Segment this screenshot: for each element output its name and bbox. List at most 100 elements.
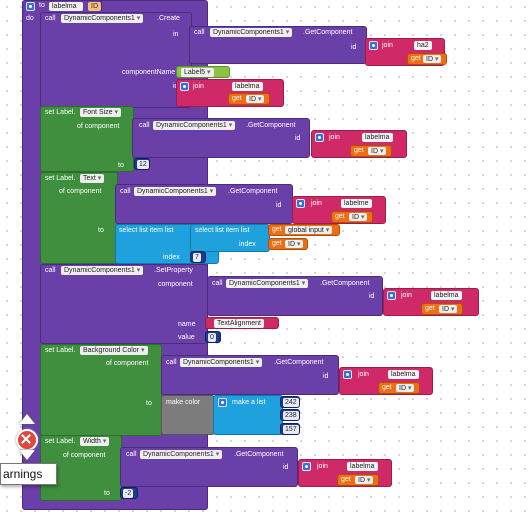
- id-label: id: [369, 293, 375, 300]
- scroll-up-icon[interactable]: [19, 414, 35, 424]
- getcomponent-dropdown[interactable]: DynamicComponents1: [134, 187, 217, 196]
- join-gear-icon[interactable]: [343, 370, 352, 379]
- join-label: join: [311, 200, 322, 207]
- set-fontsize-block[interactable]: [40, 106, 134, 172]
- join-label: join: [193, 83, 204, 90]
- string-labelma[interactable]: labelma: [362, 133, 393, 142]
- getcomponent-dropdown[interactable]: DynamicComponents1: [140, 450, 223, 459]
- index-value[interactable]: 7: [193, 253, 201, 262]
- componentName-label: componentName: [122, 69, 176, 76]
- get-id-dropdown[interactable]: ID: [423, 55, 442, 63]
- green-value[interactable]: 238: [283, 411, 299, 420]
- fontsize-property-dropdown[interactable]: Font Size: [80, 108, 122, 117]
- setproperty-block[interactable]: [40, 264, 208, 344]
- value-label: value: [178, 334, 195, 341]
- id-label: id: [295, 135, 301, 142]
- component-type-dropdown[interactable]: Label5: [181, 68, 214, 77]
- to-label: to: [146, 400, 152, 407]
- get-label: get: [411, 55, 421, 62]
- set-label: set Label.: [45, 175, 76, 182]
- select-list-item-label: select list item list: [195, 227, 250, 234]
- get-label: get: [335, 213, 345, 220]
- join-gear-icon[interactable]: [369, 41, 378, 50]
- create-call-block[interactable]: [40, 12, 192, 108]
- property-value[interactable]: 0: [208, 333, 216, 342]
- in-label: in: [173, 31, 179, 38]
- id-label: id: [173, 82, 178, 91]
- string-ha2[interactable]: ha2: [414, 41, 432, 50]
- make-color-label: make color: [166, 399, 201, 406]
- get-label: get: [341, 476, 351, 483]
- get-id-dropdown[interactable]: ID: [368, 147, 387, 155]
- get-label: get: [354, 147, 364, 154]
- get-label: get: [425, 305, 435, 312]
- make-list-gear-icon[interactable]: [218, 398, 227, 407]
- call-label: call: [212, 280, 223, 287]
- id-label: id: [351, 44, 357, 51]
- of-component-label: of component: [63, 452, 106, 459]
- string-labelma[interactable]: labelma: [232, 82, 263, 91]
- create-component-dropdown[interactable]: DynamicComponents1: [61, 14, 144, 23]
- getcomponent-dropdown[interactable]: DynamicComponents1: [153, 121, 236, 130]
- procedure-gear-icon[interactable]: [26, 2, 35, 11]
- select-list-item-label: select list item list: [119, 227, 174, 234]
- getcomponent-method: .GetComponent: [320, 280, 370, 287]
- getcomponent-method: .GetComponent: [246, 122, 296, 129]
- get-id-dropdown[interactable]: ID: [396, 384, 415, 392]
- make-a-list-block[interactable]: [213, 395, 283, 435]
- width-value[interactable]: -2: [123, 489, 134, 498]
- string-labelma[interactable]: labelma: [347, 462, 378, 471]
- procedure-name-field[interactable]: labelma: [49, 2, 83, 11]
- setproperty-component-dropdown[interactable]: DynamicComponents1: [61, 266, 144, 275]
- getcomponent-dropdown[interactable]: DynamicComponents1: [210, 28, 293, 37]
- getcomponent-dropdown[interactable]: DynamicComponents1: [226, 279, 309, 288]
- global-input-dropdown[interactable]: global input: [285, 226, 333, 234]
- string-labelma[interactable]: labelma: [431, 291, 462, 300]
- fontsize-value[interactable]: 12: [137, 160, 149, 169]
- create-method: .Create: [157, 15, 180, 22]
- id-label: id: [323, 373, 329, 380]
- join-label: join: [317, 463, 328, 470]
- blue-value[interactable]: 157: [283, 425, 299, 434]
- get-id-dropdown[interactable]: ID: [355, 476, 374, 484]
- get-id-dropdown[interactable]: ID: [246, 95, 265, 103]
- select-list-item-block[interactable]: [190, 224, 270, 252]
- scroll-down-icon[interactable]: [19, 450, 35, 460]
- set-bgcolor-block[interactable]: [40, 344, 162, 436]
- string-labelma[interactable]: labelma: [388, 370, 419, 379]
- get-id-dropdown[interactable]: ID: [349, 213, 368, 221]
- set-text-block[interactable]: [40, 172, 118, 264]
- join-gear-icon[interactable]: [296, 199, 305, 208]
- string-labelme[interactable]: labelme: [341, 199, 372, 208]
- join-label: join: [329, 134, 340, 141]
- getcomponent-method: .GetComponent: [234, 451, 284, 458]
- bgcolor-property-dropdown[interactable]: Background Color: [80, 346, 148, 355]
- warnings-toggle[interactable]: arnings: [0, 463, 57, 485]
- get-id-dropdown[interactable]: ID: [439, 305, 458, 313]
- make-color-block[interactable]: [161, 395, 215, 435]
- join-gear-icon[interactable]: [180, 82, 189, 91]
- join-gear-icon[interactable]: [387, 291, 396, 300]
- call-label: call: [45, 267, 56, 274]
- get-label: get: [272, 240, 282, 247]
- get-label: get: [382, 384, 392, 391]
- string-textalignment[interactable]: TextAlignment: [214, 319, 264, 328]
- of-component-label: of component: [106, 360, 149, 367]
- width-property-dropdown[interactable]: Width: [80, 437, 110, 446]
- getcomponent-dropdown[interactable]: DynamicComponents1: [180, 358, 263, 367]
- call-label: call: [194, 29, 205, 36]
- call-label: call: [139, 122, 150, 129]
- red-value[interactable]: 242: [283, 398, 299, 407]
- id-label: id: [276, 202, 282, 209]
- to-label: to: [39, 2, 45, 9]
- join-gear-icon[interactable]: [302, 462, 311, 471]
- procedure-param[interactable]: ID: [88, 2, 101, 11]
- component-label: component: [158, 281, 193, 288]
- call-label: call: [120, 188, 131, 195]
- join-label: join: [382, 42, 393, 49]
- join-label: join: [358, 371, 369, 378]
- get-id-dropdown[interactable]: ID: [285, 240, 304, 248]
- text-property-dropdown[interactable]: Text: [80, 174, 105, 183]
- error-icon[interactable]: [16, 429, 38, 451]
- join-gear-icon[interactable]: [315, 133, 324, 142]
